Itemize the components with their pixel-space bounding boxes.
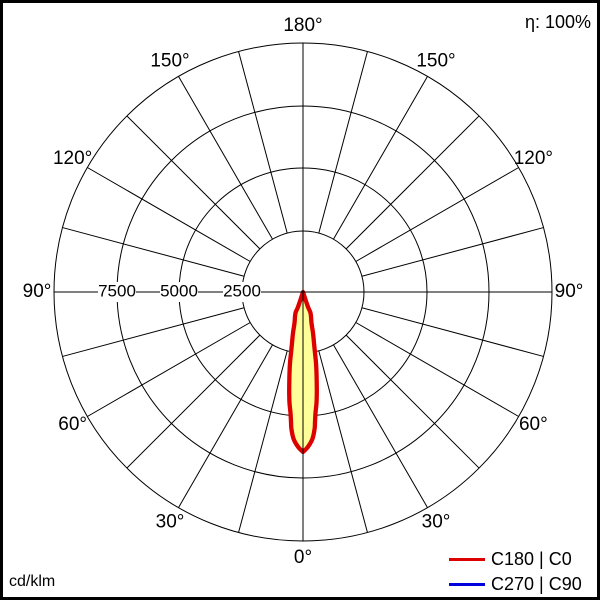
svg-text:120°: 120° — [53, 148, 92, 169]
svg-text:180°: 180° — [283, 15, 322, 36]
svg-text:150°: 150° — [150, 51, 189, 72]
svg-text:30°: 30° — [422, 511, 451, 532]
svg-text:5000: 5000 — [160, 281, 198, 300]
svg-text:60°: 60° — [519, 414, 548, 435]
svg-text:90°: 90° — [23, 281, 52, 302]
svg-text:90°: 90° — [555, 281, 584, 302]
svg-text:30°: 30° — [156, 511, 185, 532]
svg-text:60°: 60° — [58, 414, 87, 435]
svg-text:120°: 120° — [514, 148, 553, 169]
svg-text:7500: 7500 — [98, 281, 136, 300]
svg-text:2500: 2500 — [223, 281, 261, 300]
svg-text:0°: 0° — [294, 547, 312, 568]
svg-text:150°: 150° — [416, 51, 455, 72]
